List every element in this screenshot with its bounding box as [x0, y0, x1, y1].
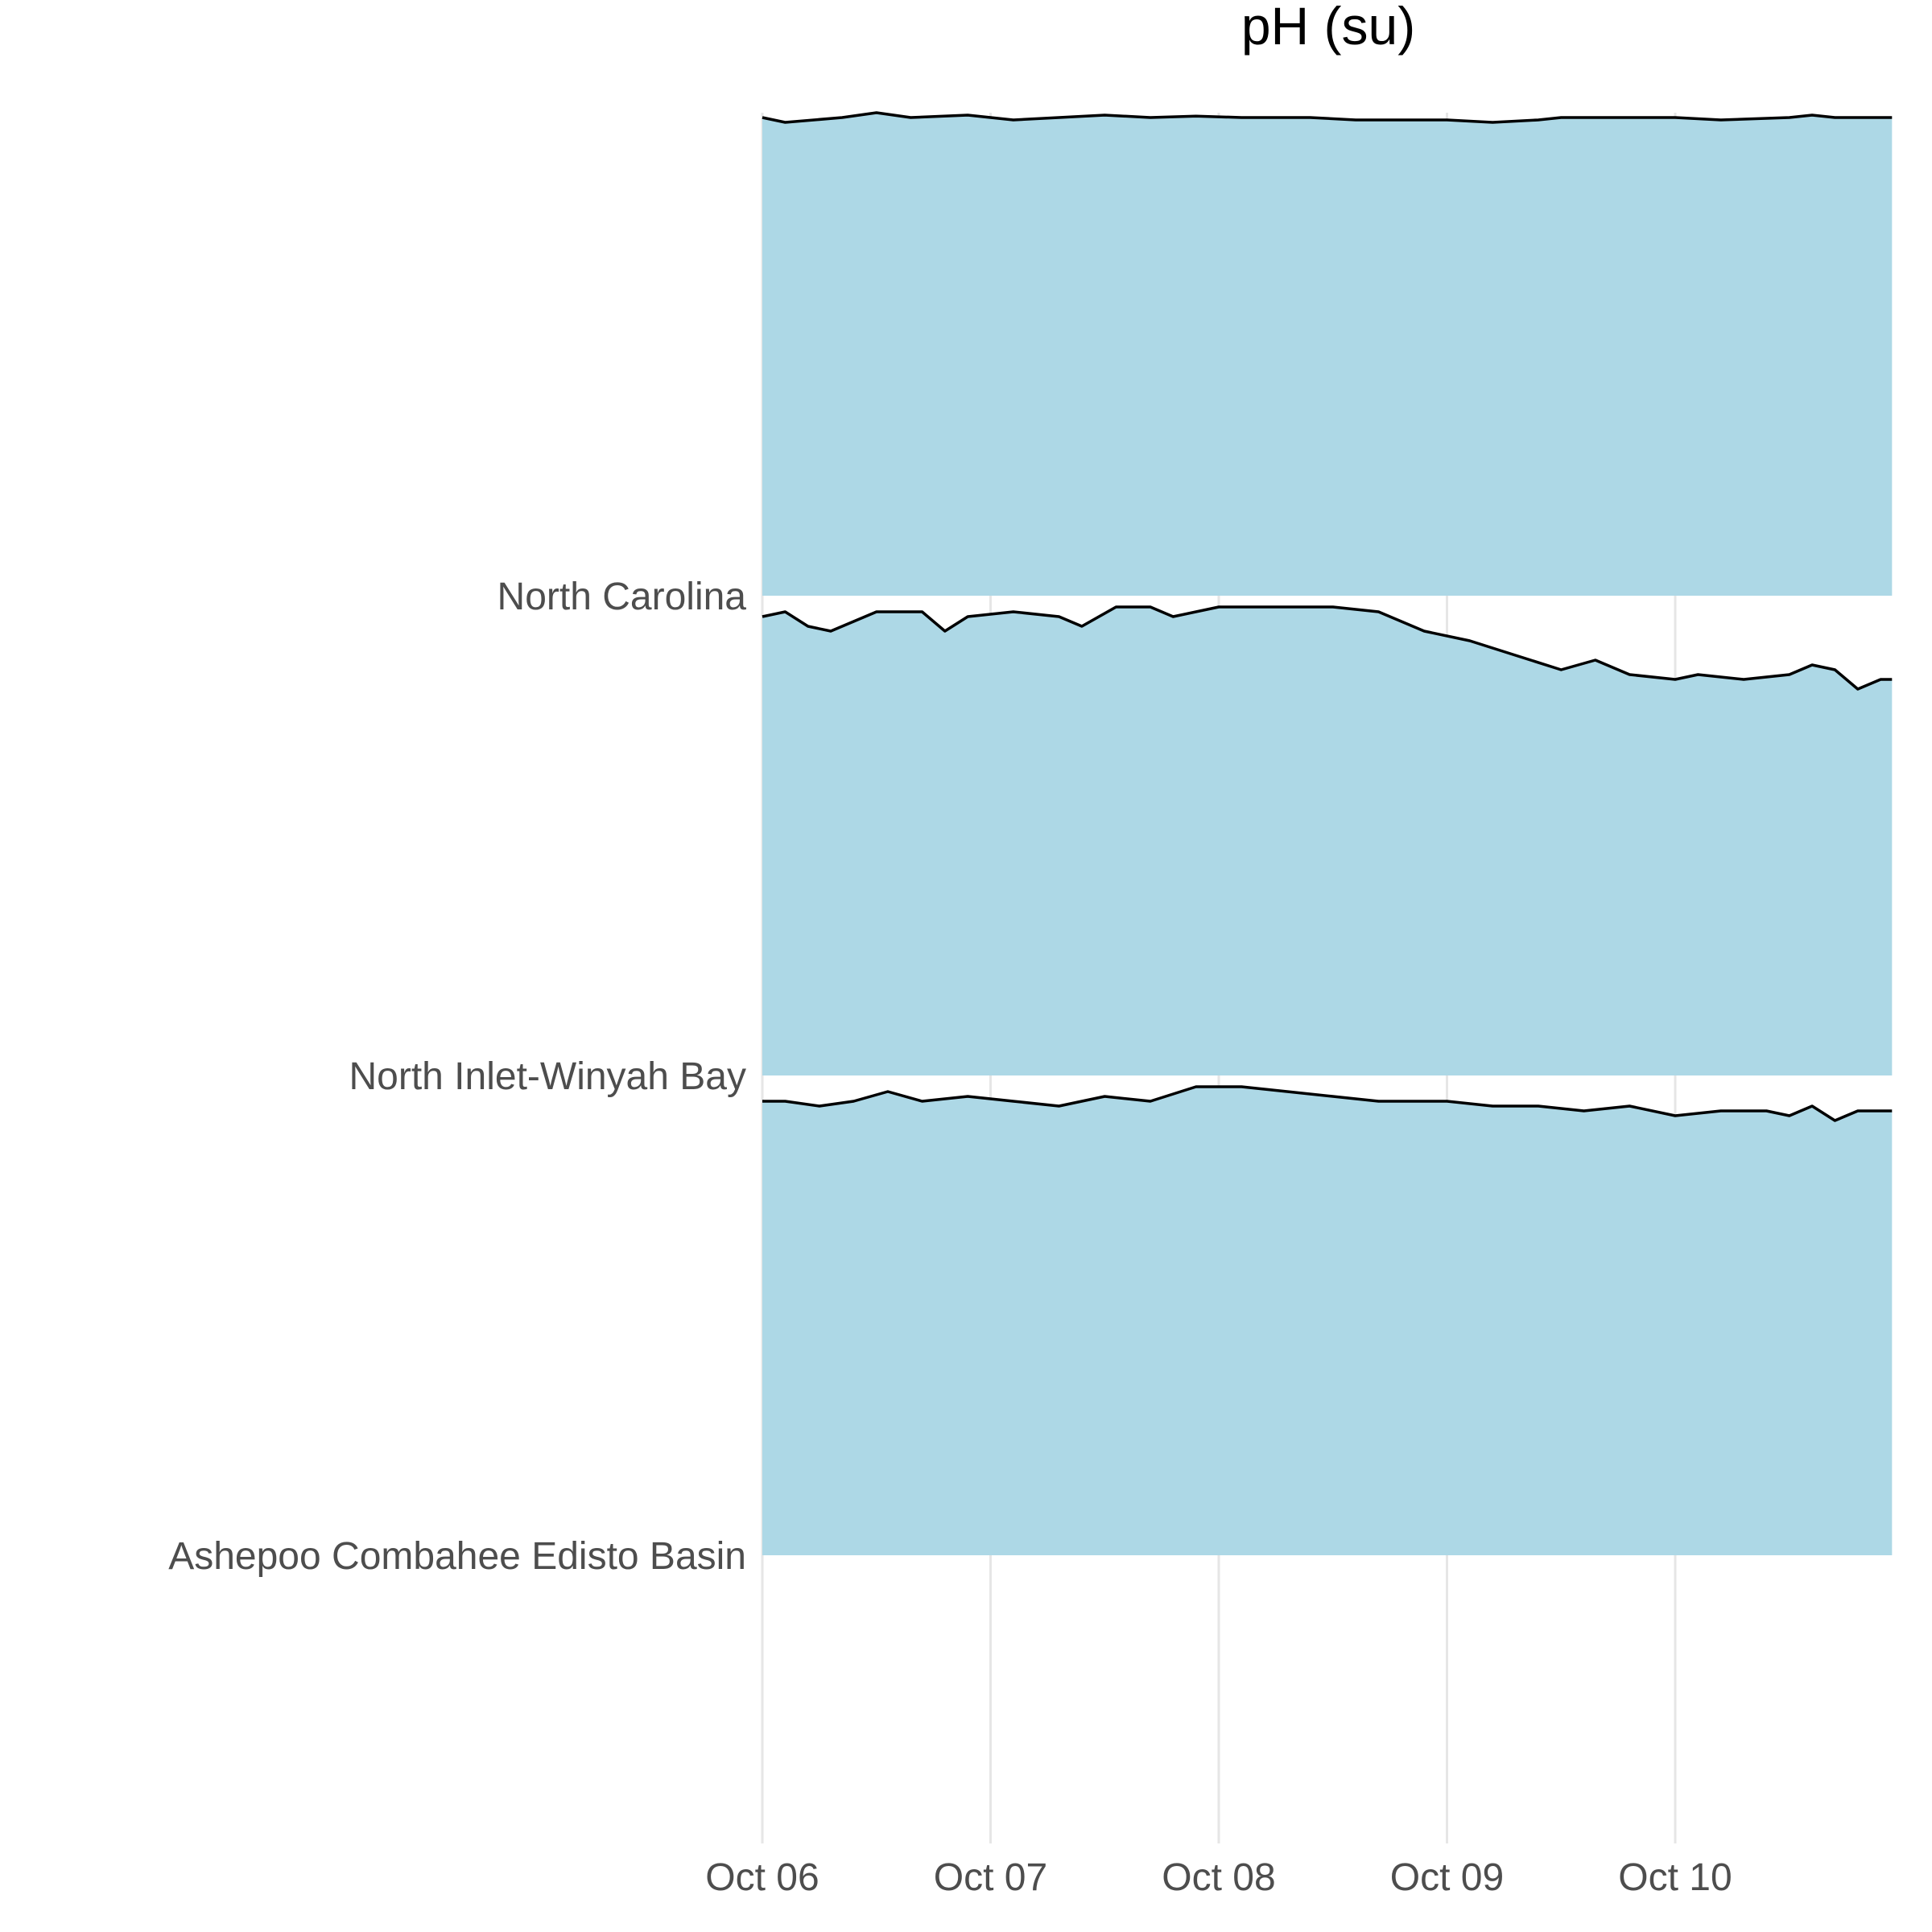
label-layer: North Carolina North Inlet-Winyah Bay Ashe…: [168, 576, 746, 1578]
series-label-3: Ashepoo Combahee Edisto Basin: [168, 1535, 746, 1578]
ridge-layer: [762, 111, 1893, 1555]
ridge-line-2: [762, 605, 1893, 691]
ridge-series-3: [762, 1085, 1893, 1555]
ridge-line-3: [762, 1085, 1893, 1122]
ridge-series-1: [762, 111, 1893, 596]
x-tick-label-3: Oct 08: [1162, 1856, 1275, 1899]
ridge-line-1: [762, 111, 1893, 124]
series-label-1: North Carolina: [497, 576, 747, 618]
x-tick-label-2: Oct 07: [934, 1856, 1047, 1899]
tick-layer: Oct 06 Oct 07 Oct 08 Oct 09 Oct 10: [705, 1856, 1732, 1899]
x-tick-label-5: Oct 10: [1618, 1856, 1732, 1899]
ridge-area-3: [762, 1087, 1893, 1555]
ridge-area-2: [762, 607, 1893, 1075]
ridge-series-2: [762, 605, 1893, 1075]
series-label-2: North Inlet-Winyah Bay: [349, 1055, 746, 1098]
x-tick-label-4: Oct 09: [1390, 1856, 1504, 1899]
x-tick-label-1: Oct 06: [705, 1856, 819, 1899]
ridge-area-1: [762, 113, 1893, 596]
chart-title: pH (su): [1241, 0, 1415, 56]
